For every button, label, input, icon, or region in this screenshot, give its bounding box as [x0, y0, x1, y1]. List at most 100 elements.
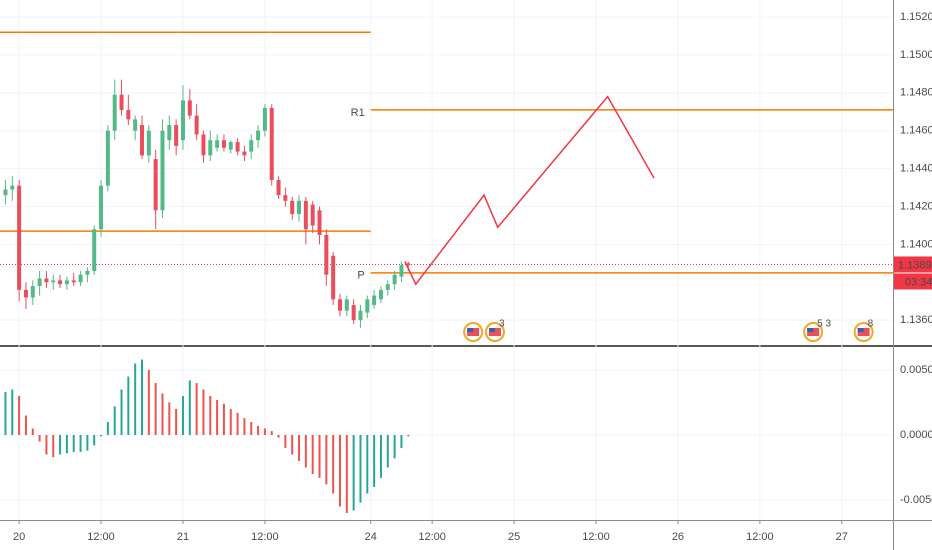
candle-body: [17, 185, 22, 290]
histogram-bar: [72, 434, 75, 452]
x-tick-label: 12:00: [87, 531, 115, 543]
pivot-label: P: [357, 270, 364, 282]
x-tick-label: 12:00: [418, 531, 446, 543]
candle-body: [51, 280, 56, 283]
candle-body: [37, 278, 42, 287]
candle-body: [276, 179, 281, 196]
histogram-bar: [209, 396, 212, 435]
histogram-bar: [18, 396, 21, 435]
histogram-bar: [284, 434, 287, 448]
histogram-bar: [175, 408, 178, 435]
candle-body: [406, 263, 411, 266]
x-tick-label: 24: [365, 531, 377, 543]
candle-body: [297, 200, 302, 215]
candle-body: [351, 305, 356, 321]
candle-body: [317, 210, 322, 235]
candle-body: [105, 130, 110, 186]
candle-body: [85, 270, 90, 275]
candle-body: [44, 278, 49, 283]
event-count: 8: [868, 319, 874, 330]
candle-body: [344, 299, 349, 311]
x-tick-label: 12:00: [746, 531, 774, 543]
histogram-bar: [366, 434, 369, 494]
candle-body: [99, 185, 104, 230]
histogram-bar: [318, 434, 321, 478]
candle-body: [146, 130, 151, 156]
histogram-bar: [257, 425, 260, 435]
candle-body: [71, 280, 76, 283]
candle-body: [221, 140, 226, 148]
histogram-bar: [4, 392, 7, 435]
histogram-bar: [304, 434, 307, 468]
histogram-bar: [52, 434, 55, 458]
histogram-bar: [291, 434, 294, 455]
candle-body: [385, 284, 390, 290]
candle-body: [126, 109, 131, 120]
histogram-bar: [216, 399, 219, 435]
histogram-bar: [65, 434, 68, 454]
candle-body: [194, 115, 199, 135]
candle-body: [201, 134, 206, 156]
histogram-bar: [270, 431, 273, 435]
candle-body: [269, 107, 274, 180]
countdown-badge: [894, 273, 932, 290]
candle-body: [337, 299, 342, 311]
x-tick-label: 27: [836, 531, 848, 543]
x-tick-label: 21: [177, 531, 189, 543]
x-tick-label: 25: [508, 531, 520, 543]
histogram-bar: [120, 389, 123, 435]
candle-body: [228, 142, 233, 150]
candle-body: [140, 125, 145, 156]
y-tick-label: 0.0000: [900, 429, 932, 441]
x-tick-label: 12:00: [251, 531, 279, 543]
candle-body: [23, 289, 28, 298]
candle-body: [208, 140, 213, 156]
candle-body: [310, 204, 315, 226]
candle-body: [153, 159, 158, 211]
candle-body: [3, 189, 8, 196]
histogram-bar: [386, 434, 389, 468]
histogram-bar: [134, 363, 137, 435]
histogram-bar: [100, 434, 103, 437]
candle-body: [290, 200, 295, 215]
histogram-bar: [188, 380, 191, 435]
histogram-bar: [106, 421, 109, 435]
candle-body: [112, 94, 117, 131]
histogram-bar: [202, 389, 205, 435]
histogram-bar: [332, 434, 335, 494]
histogram-bar: [338, 434, 341, 507]
candle-body: [215, 140, 220, 148]
candle-body: [242, 151, 247, 156]
candle-body: [365, 299, 370, 313]
x-tick-label: 20: [13, 531, 25, 543]
candle-body: [174, 125, 179, 146]
histogram-bar: [345, 434, 348, 513]
countdown-label: 03:34: [905, 276, 932, 288]
event-count: 5 3: [817, 319, 831, 330]
histogram-bar: [325, 434, 328, 485]
flag-canton: [467, 328, 474, 332]
histogram-bar: [141, 359, 144, 435]
candle-body: [10, 185, 15, 190]
flag-canton: [807, 328, 814, 332]
histogram-bar: [263, 428, 266, 435]
candle-body: [119, 94, 124, 110]
histogram-bar: [250, 421, 253, 435]
event-icon: [803, 322, 824, 342]
histogram-bar: [24, 415, 27, 435]
candle-body: [92, 229, 97, 271]
histogram-bar: [161, 393, 164, 435]
histogram-bar: [236, 412, 239, 435]
histogram-bar: [277, 434, 280, 438]
y-tick-label: 1.14800: [900, 87, 932, 99]
histogram-bar: [147, 370, 150, 435]
candle-body: [303, 200, 308, 230]
candle-body: [30, 286, 35, 298]
histogram-bar: [31, 428, 34, 435]
event-icon: [484, 322, 505, 342]
y-tick-label: 1.15200: [900, 11, 932, 23]
candle-body: [133, 119, 138, 131]
histogram-bar: [393, 434, 396, 459]
